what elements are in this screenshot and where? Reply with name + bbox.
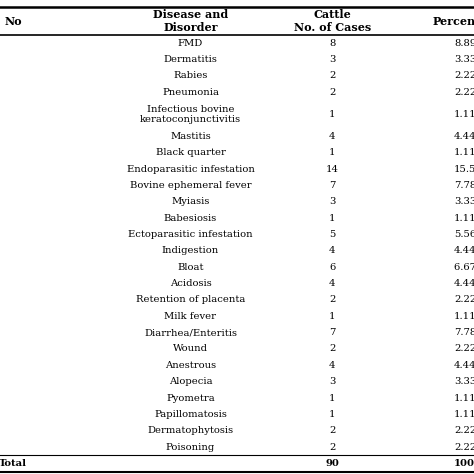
Text: 2.22%: 2.22% <box>454 426 474 435</box>
Text: 4: 4 <box>329 132 336 141</box>
Text: 7.78%: 7.78% <box>454 181 474 190</box>
Text: No: No <box>4 16 22 27</box>
Text: Bloat: Bloat <box>177 263 204 272</box>
Text: Diarrhea/Enteritis: Diarrhea/Enteritis <box>144 328 237 337</box>
Text: Bovine ephemeral fever: Bovine ephemeral fever <box>130 181 251 190</box>
Text: 5: 5 <box>329 230 336 239</box>
Text: 8: 8 <box>329 38 336 47</box>
Text: 3.33%: 3.33% <box>454 377 474 386</box>
Text: 14: 14 <box>326 164 339 173</box>
Text: 4.44%: 4.44% <box>454 132 474 141</box>
Text: 2.22%: 2.22% <box>454 71 474 80</box>
Text: 2: 2 <box>329 71 336 80</box>
Text: Milk fever: Milk fever <box>164 312 217 321</box>
Text: 7: 7 <box>329 181 336 190</box>
Text: 4: 4 <box>329 361 336 370</box>
Text: 5.56%: 5.56% <box>454 230 474 239</box>
Text: 2.22%: 2.22% <box>454 345 474 354</box>
Text: Percen: Percen <box>432 16 474 27</box>
Text: 2: 2 <box>329 345 336 354</box>
Text: 1.11%: 1.11% <box>454 214 474 223</box>
Text: 8.89%: 8.89% <box>454 38 474 47</box>
Text: 15.56%: 15.56% <box>454 164 474 173</box>
Text: Black quarter: Black quarter <box>155 148 226 157</box>
Text: 4: 4 <box>329 279 336 288</box>
Text: Cattle
No. of Cases: Cattle No. of Cases <box>293 9 371 33</box>
Text: 1.11%: 1.11% <box>454 148 474 157</box>
Text: 90: 90 <box>325 459 339 468</box>
Text: Myiasis: Myiasis <box>171 197 210 206</box>
Text: 2: 2 <box>329 88 336 97</box>
Text: 7.78%: 7.78% <box>454 328 474 337</box>
Text: 2: 2 <box>329 295 336 304</box>
Text: Total: Total <box>0 459 27 468</box>
Text: Pneumonia: Pneumonia <box>162 88 219 97</box>
Text: 3: 3 <box>329 197 336 206</box>
Text: 4.44%: 4.44% <box>454 246 474 255</box>
Text: 3: 3 <box>329 55 336 64</box>
Text: 1.11%: 1.11% <box>454 312 474 321</box>
Text: 1: 1 <box>329 110 336 119</box>
Text: 1.11%: 1.11% <box>454 393 474 402</box>
Text: 3.33%: 3.33% <box>454 55 474 64</box>
Text: Pyometra: Pyometra <box>166 393 215 402</box>
Text: FMD: FMD <box>178 38 203 47</box>
Text: 4: 4 <box>329 246 336 255</box>
Text: 4.44%: 4.44% <box>454 361 474 370</box>
Text: Acidosis: Acidosis <box>170 279 211 288</box>
Text: Dermatophytosis: Dermatophytosis <box>147 426 234 435</box>
Text: Anestrous: Anestrous <box>165 361 216 370</box>
Text: 1: 1 <box>329 410 336 419</box>
Text: 2: 2 <box>329 426 336 435</box>
Text: Alopecia: Alopecia <box>169 377 212 386</box>
Text: Papillomatosis: Papillomatosis <box>154 410 227 419</box>
Text: Indigestion: Indigestion <box>162 246 219 255</box>
Text: 4.44%: 4.44% <box>454 279 474 288</box>
Text: 1.11%: 1.11% <box>454 110 474 119</box>
Text: 2.22%: 2.22% <box>454 295 474 304</box>
Text: 2.22%: 2.22% <box>454 443 474 452</box>
Text: 6.67 %: 6.67 % <box>454 263 474 272</box>
Text: Retention of placenta: Retention of placenta <box>136 295 245 304</box>
Text: 3: 3 <box>329 377 336 386</box>
Text: 3.33%: 3.33% <box>454 197 474 206</box>
Text: 1: 1 <box>329 312 336 321</box>
Text: 1.11%: 1.11% <box>454 410 474 419</box>
Text: Infectious bovine
keratoconjunctivitis: Infectious bovine keratoconjunctivitis <box>140 105 241 124</box>
Text: Babesiosis: Babesiosis <box>164 214 217 223</box>
Text: 1: 1 <box>329 214 336 223</box>
Text: 1: 1 <box>329 148 336 157</box>
Text: Ectoparasitic infestation: Ectoparasitic infestation <box>128 230 253 239</box>
Text: Mastitis: Mastitis <box>170 132 211 141</box>
Text: 7: 7 <box>329 328 336 337</box>
Text: Disease and
Disorder: Disease and Disorder <box>153 9 228 33</box>
Text: 100%: 100% <box>454 459 474 468</box>
Text: 1: 1 <box>329 393 336 402</box>
Text: Dermatitis: Dermatitis <box>164 55 218 64</box>
Text: 2.22%: 2.22% <box>454 88 474 97</box>
Text: 6: 6 <box>329 263 336 272</box>
Text: Endoparasitic infestation: Endoparasitic infestation <box>127 164 255 173</box>
Text: Poisoning: Poisoning <box>166 443 215 452</box>
Text: 2: 2 <box>329 443 336 452</box>
Text: Rabies: Rabies <box>173 71 208 80</box>
Text: Wound: Wound <box>173 345 208 354</box>
